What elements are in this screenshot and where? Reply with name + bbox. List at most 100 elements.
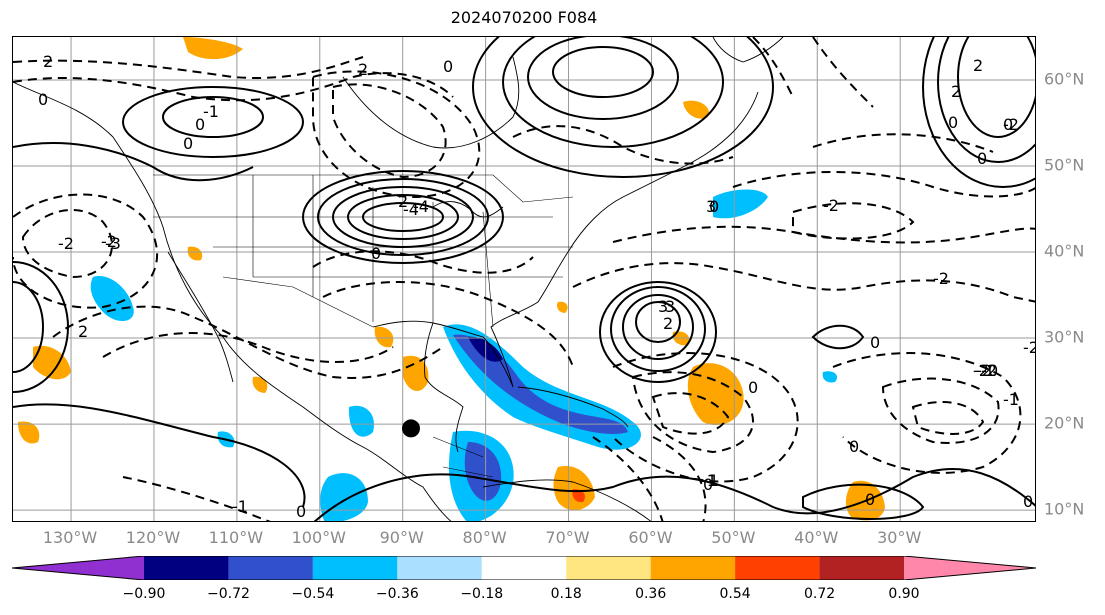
contour-label: 0 [870,333,880,352]
contour-dash-1 [13,56,364,79]
coastline-north-america-west [13,81,452,521]
contour-atlantic-high-3 [610,286,706,372]
colorbar-tick-label: −0.72 [206,586,250,602]
contour-label: 0 [296,502,306,521]
contour-dash-15 [812,133,994,153]
coastline-baja [167,251,234,383]
longitude-label: 110°W [208,528,264,547]
shaded-area-caribbean-darkblue [464,442,502,501]
contour-high-center-2 [347,194,459,240]
contour-label: 0 [988,361,998,380]
contour-dash-10 [322,281,574,368]
contour-dash-19 [832,352,1022,474]
shaded-area-gulf-orange [403,355,429,392]
contour-dash-18 [612,352,799,483]
colorbar-segment [650,556,736,580]
longitude-label: 90°W [379,528,424,547]
coastline-greenland [712,37,784,63]
contour-dash-17 [651,392,730,435]
shaded-area-labrador-orange [683,100,709,119]
border-states-2 [153,216,573,278]
shaded-area-hudson-orange [183,37,243,60]
colorbar-tick-label: 0.18 [550,586,582,602]
map-canvas: 20-1020-420-2-220-2-3-2302-103-40-203-20… [13,37,1035,521]
contour-bottom-loop [802,483,925,520]
border-us-canada [153,174,574,203]
contour-high-center-4 [317,178,489,256]
contour-label: 0 [703,475,713,494]
negative-contours [13,37,1035,521]
colorbar-tick-label: −0.36 [375,586,419,602]
contour-label: -1 [703,471,719,490]
colorbar-tick-label: 0.90 [888,586,920,602]
contour-label: -1 [1003,390,1019,409]
contour-label: -2 [981,361,997,380]
contour-zero-north [13,142,254,182]
colorbar-tick-label: 0.36 [635,586,667,602]
contour-label: -2 [1003,115,1019,134]
contour-west-high-1 [162,96,264,138]
contour-label: 2 [358,60,368,79]
contour-dash-14 [732,171,1035,198]
contour-label: -4 [403,200,419,219]
contour-west-high-2 [122,86,304,158]
shaded-area-venezuela-red [572,489,585,503]
map-panel[interactable]: 20-1020-420-2-220-2-3-2302-103-40-203-20… [12,36,1036,522]
colorbar-tick-label: −0.18 [460,586,504,602]
colorbar [12,556,1036,580]
contour-label: -4 [413,197,429,216]
contour-dash-11 [572,262,1035,303]
colorbar-segment [144,556,229,580]
longitude-label: 80°W [462,528,507,547]
contour-label: 0 [849,437,859,456]
contour-dash-12 [612,225,1035,244]
contour-label: 3 [665,297,675,316]
borders [153,174,574,478]
contour-label: -1 [203,102,219,121]
contour-dash-16 [631,371,754,454]
shaded-area-westcoast-orange [252,376,268,393]
contour-label: 2 [78,322,88,341]
contour-label: -1 [232,497,248,516]
colorbar-segment [312,556,398,580]
latitude-label: 10°N [1044,499,1085,519]
contour-label: -1 [701,471,717,490]
colorbar-tick-label: 0.72 [803,586,836,602]
longitude-label: 100°W [291,528,346,547]
shaded-area-pacific-orange [18,421,40,444]
graticule [13,37,1035,521]
latitude-label: 40°N [1044,241,1085,261]
contour-dash-24 [122,476,271,521]
contour-dash-26 [512,125,734,165]
contour-labrador-high-2 [527,37,679,120]
contour-labrador-high-3 [502,37,724,148]
longitude-label: 50°W [711,528,756,547]
contour-label: -2 [823,196,839,215]
colorbar-segment [397,556,482,580]
latitude-label: 60°N [1044,69,1085,89]
shaded-area-socal-orange [187,246,203,261]
contour-atlantic-high-1 [635,301,681,343]
contour-dash-2 [13,72,454,102]
contour-dash-9 [312,250,534,274]
contour-pacific-high-1 [13,281,44,373]
longitude-label: 120°W [125,528,181,547]
contour-label: 0 [1003,115,1013,134]
coastline-yucatan [424,322,464,453]
contour-high-center-3 [332,186,474,248]
colorbar-segment [481,556,567,580]
contour-label: -2 [58,234,74,253]
contour-label: 0 [977,149,987,168]
contour-label: 2 [398,192,408,211]
latitude-label: 20°N [1044,413,1085,433]
longitude-label: 70°W [545,528,590,547]
contour-label: 2 [663,314,673,333]
contour-label: -2 [101,232,117,251]
contour-label: 0 [183,134,193,153]
contour-zero-south [13,403,1035,521]
storm-center-marker[interactable] [401,419,420,438]
colorbar-segment [819,556,904,580]
contour-label: 0 [443,57,453,76]
contour-dash-7 [52,305,444,379]
contour-atlantic-high-4 [599,281,717,383]
